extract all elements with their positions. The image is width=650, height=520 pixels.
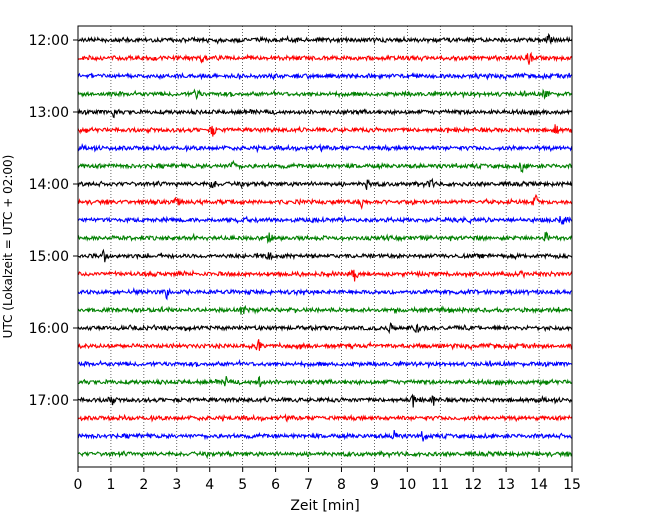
- x-tick-label: 11: [431, 477, 449, 493]
- y-tick-label: 17:00: [29, 393, 69, 409]
- trace-1200: [77, 32, 573, 45]
- y-tick-label: 16:00: [29, 321, 69, 337]
- x-tick-label: 7: [304, 477, 313, 493]
- trace-1430: [77, 215, 573, 225]
- trace-1700: [77, 393, 573, 408]
- x-tick-label: 13: [497, 477, 515, 493]
- x-tick-label: 0: [74, 477, 83, 493]
- trace-1300: [77, 108, 573, 119]
- trace-1745: [77, 449, 573, 460]
- y-axis-label: UTC (Lokalzeit = UTC + 02:00): [1, 155, 15, 339]
- trace-1445: [77, 231, 572, 245]
- x-tick-label: 1: [106, 477, 115, 493]
- y-tick-label: 15:00: [29, 249, 69, 265]
- x-axis-label: Zeit [min]: [290, 498, 359, 514]
- trace-1530: [77, 287, 573, 301]
- trace-1730: [77, 429, 573, 442]
- trace-1230: [77, 71, 573, 82]
- trace-1645: [77, 375, 573, 388]
- trace-1500: [78, 248, 573, 263]
- trace-1415: [77, 193, 573, 210]
- trace-1515: [77, 269, 573, 282]
- y-tick-label: 13:00: [29, 105, 69, 121]
- trace-1315: [77, 124, 573, 137]
- trace-1615: [77, 339, 573, 352]
- x-tick-label: 9: [370, 477, 379, 493]
- x-tick-label: 14: [530, 477, 548, 493]
- x-tick-label: 8: [337, 477, 346, 493]
- x-tick-label: 6: [271, 477, 280, 493]
- x-tick-label: 12: [464, 477, 482, 493]
- trace-1715: [77, 413, 573, 423]
- x-tick-label: 3: [172, 477, 181, 493]
- seismic-traces: [77, 32, 573, 460]
- trace-1330: [77, 142, 573, 154]
- x-tick-label: 15: [563, 477, 581, 493]
- x-axis-ticks: 0 1 2 3 4 5 6 7 8 9 10 11 12 13 14 15: [74, 467, 581, 493]
- trace-1600: [77, 322, 573, 335]
- trace-1215: [77, 51, 573, 65]
- plot-frame: [77, 25, 573, 468]
- trace-1630: [77, 358, 573, 369]
- y-tick-label: 12:00: [29, 33, 69, 49]
- x-tick-label: 2: [139, 477, 148, 493]
- trace-1545: [77, 304, 573, 315]
- x-tick-label: 10: [398, 477, 416, 493]
- y-axis-ticks: 12:00 13:00 14:00 15:00 16:00 17:00: [29, 33, 78, 409]
- x-tick-label: 4: [205, 477, 214, 493]
- x-tick-label: 5: [238, 477, 247, 493]
- trace-1345: [77, 159, 573, 174]
- trace-1400: [77, 177, 573, 190]
- trace-1245: [77, 88, 573, 101]
- y-tick-label: 14:00: [29, 177, 69, 193]
